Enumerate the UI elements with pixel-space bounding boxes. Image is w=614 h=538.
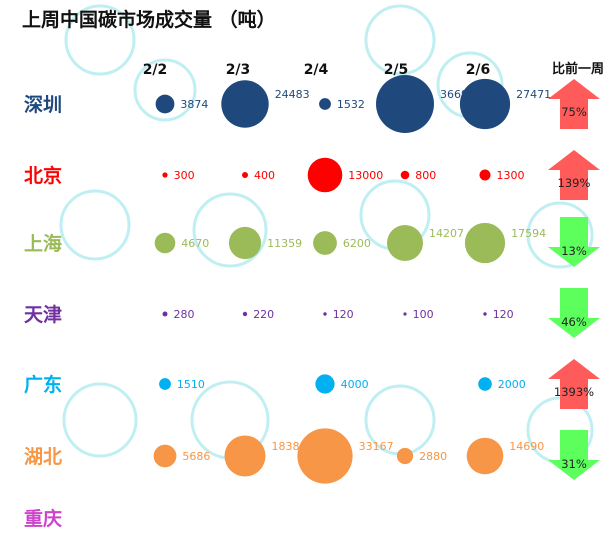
city-row: 上海 4670 11359 6200 14207 17594 13% [24,217,600,267]
volume-bubble [162,311,168,317]
watermark-ring [364,4,436,76]
volume-bubble [153,444,177,468]
volume-bubble [221,80,269,128]
watermark-ring [526,201,594,269]
city-label: 上海 [24,232,62,255]
volume-label: 24483 [275,88,310,101]
volume-bubble [242,172,248,178]
chart-title: 上周中国碳市场成交量 （吨） [22,8,276,31]
city-row: 重庆 [24,507,62,530]
down-arrow-icon [548,288,600,338]
city-label: 重庆 [24,507,62,530]
volume-bubble [242,311,248,317]
watermark-ring [59,189,131,261]
watermark-ring [62,382,138,458]
date-header: 2/6 [466,62,491,78]
volume-bubble [323,312,327,316]
volume-label: 13000 [348,169,383,182]
volume-label: 1300 [497,169,525,182]
volume-label: 280 [174,308,195,321]
volume-label: 2000 [498,378,526,391]
volume-label: 300 [174,169,195,182]
city-label: 北京 [24,164,62,187]
watermark-ring [64,4,136,76]
volume-bubble [479,169,491,181]
city-row: 湖北 5686 18388 33167 2880 14690 31% [24,428,600,484]
date-header: 2/2 [143,62,168,78]
volume-bubble [297,428,353,484]
volume-label: 120 [333,308,354,321]
week-change-label: 46% [561,315,587,329]
week-change-label: 1393% [554,385,594,399]
volume-label: 800 [415,169,436,182]
volume-bubble [478,377,492,391]
date-header: 2/5 [384,62,409,78]
volume-bubble [313,231,337,255]
city-label: 天津 [24,303,62,326]
down-arrow-icon [548,217,600,267]
down-arrow-icon [548,430,600,480]
volume-label: 400 [254,169,275,182]
volume-label: 33167 [359,440,394,453]
city-label: 广东 [24,373,62,396]
volume-bubble [162,172,168,178]
volume-bubble [403,312,407,316]
volume-label: 220 [253,308,274,321]
volume-bubble [224,435,266,477]
volume-label: 14690 [509,440,544,453]
week-change-label: 13% [561,244,587,258]
volume-label: 11359 [267,237,302,250]
volume-bubble [459,78,511,130]
watermark-ring [133,58,197,122]
volume-label: 18388 [272,440,307,453]
volume-bubble [159,378,171,390]
volume-bubble [315,374,335,394]
volume-label: 27471 [516,88,551,101]
city-row: 天津 280 220 120 100 120 46% [24,288,600,338]
volume-label: 1532 [337,98,365,111]
up-arrow-icon [548,359,600,409]
city-row: 广东 1510 4000 2000 1393% [24,359,600,409]
volume-label: 5686 [182,450,210,463]
city-label: 湖北 [24,446,62,468]
watermark-ring [192,192,268,268]
volume-bubble [387,225,423,261]
volume-bubble [154,232,176,254]
week-change-header: 比前一周 [552,61,604,77]
volume-label: 4000 [341,378,369,391]
volume-bubble [483,312,487,316]
volume-bubble [466,437,504,475]
date-header: 2/4 [304,62,329,78]
city-label: 深圳 [24,93,62,116]
volume-bubble [319,98,331,110]
volume-label: 100 [413,308,434,321]
volume-bubble [464,222,506,264]
volume-bubble [228,226,262,260]
volume-label: 4670 [181,237,209,250]
date-headers: 2/2 2/3 2/4 2/5 2/6 [143,62,491,78]
volume-bubble [307,157,343,193]
volume-bubble [376,75,434,133]
volume-bubble [400,170,410,180]
volume-label: 6200 [343,237,371,250]
city-row: 北京 300 400 13000 800 1300 139% [24,150,600,200]
week-change-label: 139% [558,176,591,190]
volume-label: 120 [493,308,514,321]
up-arrow-icon [548,79,600,129]
up-arrow-icon [548,150,600,200]
volume-label: 17594 [511,227,546,240]
volume-label: 14207 [429,227,464,240]
date-header: 2/3 [226,62,251,78]
volume-bubble [155,94,175,114]
volume-label: 3874 [180,98,208,111]
volume-bubble [396,447,414,465]
week-change-label: 75% [561,105,587,119]
volume-label: 2880 [419,450,447,463]
volume-label: 1510 [177,378,205,391]
week-change-label: 31% [561,457,587,471]
